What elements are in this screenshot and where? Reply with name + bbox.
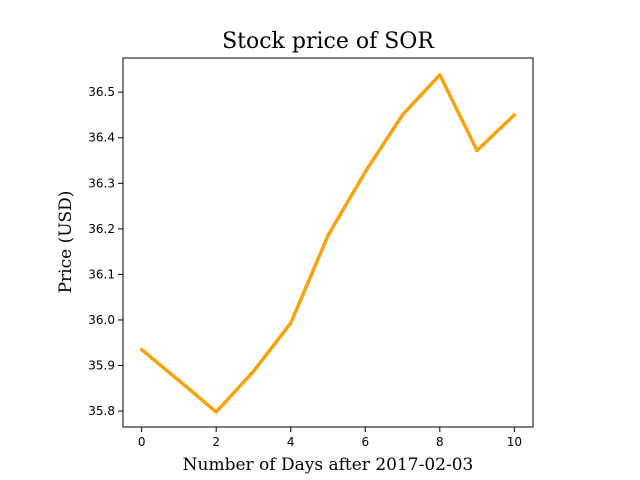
x-tick-label: 10 bbox=[507, 435, 522, 449]
y-tick-label: 35.8 bbox=[88, 404, 115, 418]
y-tick-label: 36.3 bbox=[88, 176, 115, 190]
x-axis-label: Number of Days after 2017-02-03 bbox=[183, 455, 474, 475]
chart-title: Stock price of SOR bbox=[222, 29, 435, 54]
series-group bbox=[139, 73, 517, 414]
y-tick-label: 36.0 bbox=[88, 313, 115, 327]
y-tick-label: 36.4 bbox=[88, 131, 115, 145]
x-tick-label: 8 bbox=[436, 435, 444, 449]
y-axis-label: Price (USD) bbox=[56, 191, 76, 294]
plot-area-frame bbox=[122, 57, 534, 428]
y-tick-label: 36.1 bbox=[88, 267, 115, 281]
price-line bbox=[139, 73, 517, 414]
y-tick-label: 36.2 bbox=[88, 222, 115, 236]
x-tick-label: 6 bbox=[361, 435, 369, 449]
y-axis: 35.8 35.9 36.0 36.1 36.2 36.3 36.4 36.5 bbox=[88, 85, 123, 418]
x-tick-label: 4 bbox=[287, 435, 295, 449]
y-tick-label: 36.5 bbox=[88, 85, 115, 99]
y-tick-label: 35.9 bbox=[88, 359, 115, 373]
x-tick-label: 0 bbox=[138, 435, 146, 449]
x-tick-label: 2 bbox=[212, 435, 220, 449]
x-axis: 0 2 4 6 8 10 bbox=[138, 427, 522, 449]
